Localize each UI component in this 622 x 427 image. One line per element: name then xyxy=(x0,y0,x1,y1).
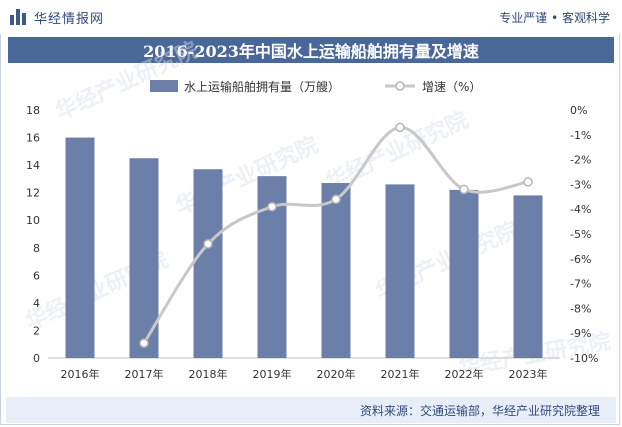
slogan: 专业严谨 • 客观科学 xyxy=(499,11,610,25)
x-tick-label: 2017年 xyxy=(125,367,164,381)
right-tick-label: -2% xyxy=(570,154,591,167)
left-tick-label: 8 xyxy=(33,242,40,255)
x-tick-label: 2020年 xyxy=(317,367,356,381)
right-tick-label: -6% xyxy=(570,253,591,266)
line-point xyxy=(395,122,405,133)
right-tick-label: -5% xyxy=(570,228,591,241)
x-tick-label: 2021年 xyxy=(381,367,420,381)
header-bar: 华经情报网 专业严谨 • 客观科学 xyxy=(0,0,622,34)
right-tick-label: -10% xyxy=(570,352,598,365)
bar xyxy=(449,189,479,358)
brand-logo: 华经情报网 xyxy=(10,8,105,27)
right-tick-label: -7% xyxy=(570,278,591,291)
bar xyxy=(321,183,351,358)
bar xyxy=(513,195,543,358)
x-tick-label: 2018年 xyxy=(189,367,228,381)
right-tick-label: -3% xyxy=(570,178,591,191)
left-tick-label: 18 xyxy=(26,104,40,117)
right-tick-label: -4% xyxy=(570,203,591,216)
legend-swatch-bar xyxy=(150,80,178,92)
line-point xyxy=(267,201,277,212)
legend-marker xyxy=(395,81,405,91)
x-tick-label: 2016年 xyxy=(61,367,100,381)
left-tick-label: 16 xyxy=(26,132,40,145)
legend-label-line: 增速（%） xyxy=(422,80,481,94)
left-tick-label: 6 xyxy=(33,269,40,282)
chart-title: 2016-2023年中国水上运输船舶拥有量及增速 xyxy=(8,37,614,63)
line-point xyxy=(459,184,469,195)
bar xyxy=(65,137,95,358)
left-tick-label: 12 xyxy=(26,187,40,200)
watermark-text: 华经产业研究院 xyxy=(322,107,473,196)
line-point xyxy=(331,194,341,205)
axes: 0 2 4 6 8 10 12 14 16 18 -10% -9% -8% -7% -6% -5% -4% -3%… xyxy=(26,104,598,381)
chart-canvas: 华经产业研究院华经产业研究院华经产业研究院华经产业研究院华经产业研究院华经产业研… xyxy=(22,37,613,381)
bar-series xyxy=(65,137,543,358)
right-tick-label: -8% xyxy=(570,302,591,315)
x-tick-label: 2019年 xyxy=(253,367,292,381)
right-tick-label: -9% xyxy=(570,327,591,340)
x-tick-label: 2023年 xyxy=(509,367,548,381)
left-tick-label: 10 xyxy=(26,214,40,227)
right-tick-label: 0% xyxy=(570,104,587,117)
left-tick-label: 2 xyxy=(33,324,40,337)
line-point xyxy=(523,177,533,187)
left-tick-label: 4 xyxy=(33,297,40,310)
line-point xyxy=(139,338,149,348)
legend-label-bar: 水上运输船舶拥有量（万艘） xyxy=(184,79,340,94)
legend: 水上运输船舶拥有量（万艘） 增速（%） xyxy=(150,79,481,94)
bar xyxy=(385,184,415,358)
x-tick-label: 2022年 xyxy=(445,367,484,381)
left-tick-label: 14 xyxy=(26,159,40,172)
left-tick-label: 0 xyxy=(33,352,40,365)
brand-name: 华经情报网 xyxy=(34,11,105,27)
line-series xyxy=(139,122,533,348)
line-point xyxy=(203,239,213,249)
watermark-text: 华经产业研究院 xyxy=(52,37,203,126)
bar xyxy=(193,169,223,358)
right-tick-label: -1% xyxy=(570,129,591,142)
source-note: 资料来源：交通运输部，华经产业研究院整理 xyxy=(6,397,616,423)
bar-chart-icon xyxy=(10,9,28,25)
